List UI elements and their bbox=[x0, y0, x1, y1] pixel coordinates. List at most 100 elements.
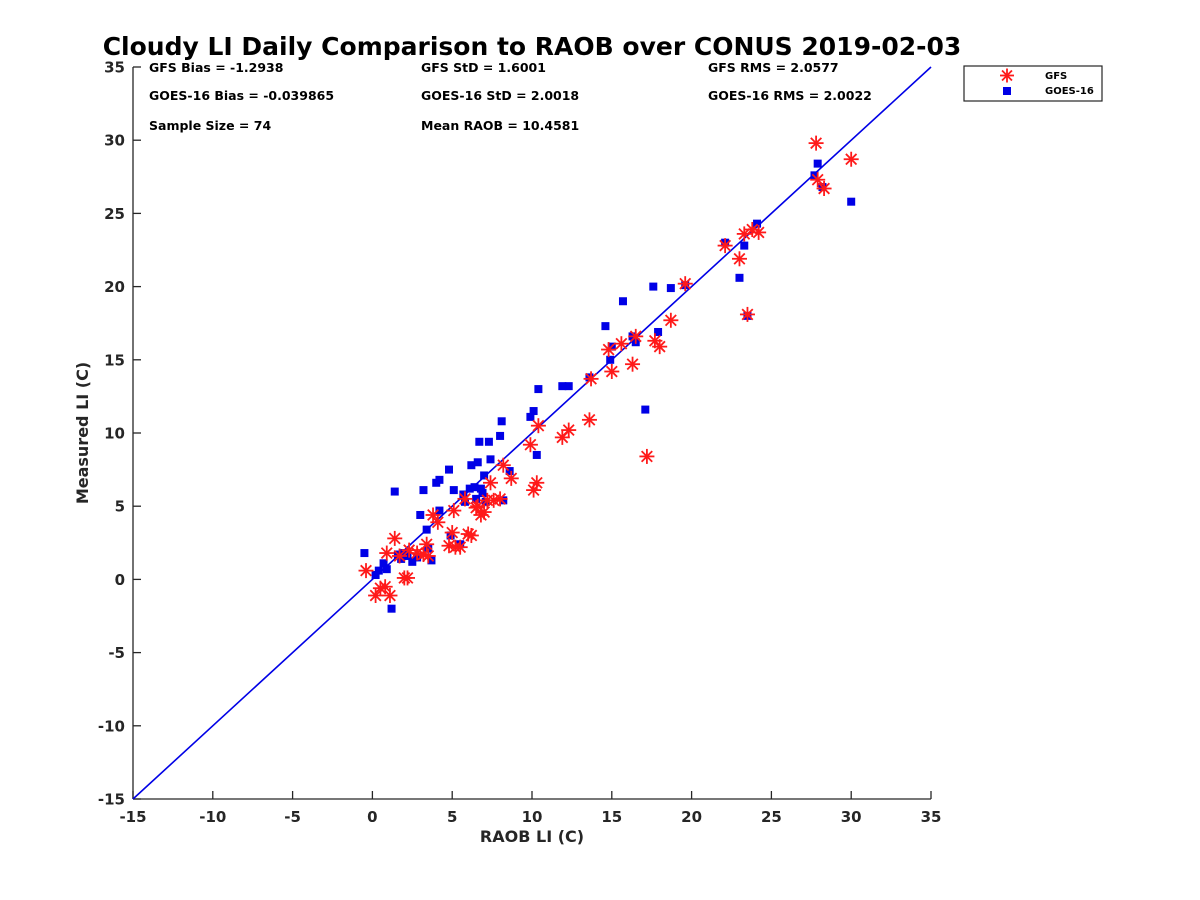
asterisk-stroke bbox=[360, 564, 372, 577]
gfs-point bbox=[392, 548, 408, 564]
goes16-point bbox=[371, 571, 380, 580]
goes16-point bbox=[526, 412, 535, 421]
stat-goes-std: GOES-16 StD = 2.0018 bbox=[421, 88, 579, 103]
gfs-point bbox=[358, 563, 374, 579]
y-tick-label: 30 bbox=[104, 132, 125, 150]
stats-block: GFS Bias = -1.2938 GFS StD = 1.6001 GFS … bbox=[149, 60, 872, 133]
gfs-point bbox=[463, 527, 479, 543]
gfs-point bbox=[368, 588, 384, 604]
asterisk-stroke bbox=[431, 516, 444, 529]
x-axis-label: RAOB LI (C) bbox=[480, 827, 584, 846]
series-goes16 bbox=[360, 159, 856, 613]
goes16-point bbox=[379, 559, 388, 568]
goes16-point bbox=[449, 486, 458, 495]
x-tick-label: 20 bbox=[681, 808, 702, 826]
asterisk-stroke bbox=[388, 532, 401, 545]
legend-goes16-symbol bbox=[1003, 87, 1011, 95]
legend-box bbox=[963, 65, 1103, 102]
goes16-point bbox=[534, 385, 543, 394]
legend-goes16-label: GOES-16 bbox=[1045, 86, 1094, 97]
gfs-point bbox=[430, 514, 446, 530]
asterisk-stroke bbox=[629, 330, 642, 343]
gfs-point bbox=[628, 328, 644, 344]
gfs-point bbox=[810, 172, 826, 188]
goes16-point bbox=[532, 450, 541, 459]
asterisk-stroke bbox=[369, 589, 382, 602]
stat-gfs-bias: GFS Bias = -1.2938 bbox=[149, 60, 283, 75]
goes16-point bbox=[435, 475, 444, 484]
gfs-point bbox=[530, 418, 546, 434]
goes16-point bbox=[529, 407, 538, 416]
goes16-point bbox=[641, 405, 650, 414]
gfs-point bbox=[420, 548, 436, 564]
goes16-point bbox=[649, 282, 658, 291]
stat-goes-rms: GOES-16 RMS = 2.0022 bbox=[708, 88, 872, 103]
goes16-point bbox=[478, 489, 487, 498]
gfs-point bbox=[400, 570, 416, 586]
stat-mean-raob: Mean RAOB = 10.4581 bbox=[421, 118, 579, 133]
asterisk-stroke bbox=[602, 343, 615, 356]
stat-goes-bias: GOES-16 Bias = -0.039865 bbox=[149, 88, 334, 103]
y-tick-label: 5 bbox=[115, 498, 125, 516]
gfs-point bbox=[843, 151, 859, 167]
gfs-point bbox=[476, 504, 492, 520]
asterisk-stroke bbox=[605, 365, 618, 378]
legend-gfs-symbol bbox=[1000, 68, 1014, 83]
stat-sample-size: Sample Size = 74 bbox=[149, 118, 271, 133]
asterisk-stroke bbox=[380, 547, 393, 559]
goes16-point bbox=[397, 554, 406, 563]
series-gfs bbox=[358, 135, 859, 604]
goes16-point bbox=[472, 494, 481, 503]
asterisk-stroke bbox=[752, 226, 765, 239]
stat-gfs-rms: GFS RMS = 2.0577 bbox=[708, 60, 839, 75]
asterisk-stroke bbox=[679, 277, 692, 290]
goes16-point bbox=[654, 327, 663, 336]
goes16-point bbox=[408, 557, 417, 566]
y-tick-label: 35 bbox=[104, 59, 125, 77]
legend: GFS GOES-16 bbox=[963, 65, 1103, 102]
asterisk-stroke bbox=[446, 526, 459, 539]
goes16-point bbox=[753, 219, 762, 228]
asterisk-stroke bbox=[719, 239, 732, 252]
gfs-point bbox=[639, 448, 655, 464]
goes16-point bbox=[486, 455, 495, 464]
goes16-point bbox=[480, 471, 489, 480]
y-tick-label: -15 bbox=[98, 791, 125, 809]
x-tick-label: 15 bbox=[601, 808, 622, 826]
asterisk-stroke bbox=[524, 438, 537, 451]
chart-title: Cloudy LI Daily Comparison to RAOB over … bbox=[103, 32, 962, 61]
asterisk-stroke bbox=[562, 424, 575, 437]
asterisk-stroke bbox=[427, 509, 439, 521]
goes16-point bbox=[465, 484, 474, 493]
y-tick-label: 0 bbox=[115, 571, 125, 589]
asterisk-stroke bbox=[384, 589, 396, 602]
asterisk-stroke bbox=[532, 419, 545, 432]
gfs-point bbox=[379, 545, 395, 561]
legend-goes16-marker bbox=[1003, 87, 1011, 95]
goes16-point bbox=[496, 431, 505, 440]
asterisk-stroke bbox=[459, 492, 471, 505]
goes16-point bbox=[847, 197, 856, 206]
goes16-point bbox=[416, 510, 425, 519]
goes16-point bbox=[606, 355, 615, 364]
y-tick-label: -10 bbox=[98, 717, 125, 735]
y-tick-label: 10 bbox=[104, 425, 125, 443]
asterisk-stroke bbox=[471, 500, 484, 513]
goes16-point bbox=[618, 297, 627, 306]
asterisk-stroke bbox=[478, 506, 491, 518]
gfs-point bbox=[613, 336, 629, 352]
goes16-point bbox=[813, 159, 822, 168]
asterisk-stroke bbox=[1001, 69, 1013, 82]
asterisk-stroke bbox=[393, 550, 406, 562]
goes16-point bbox=[484, 437, 493, 446]
goes16-point bbox=[403, 551, 412, 560]
gfs-point bbox=[425, 507, 441, 523]
asterisk-stroke bbox=[664, 314, 677, 327]
asterisk-stroke bbox=[465, 529, 478, 542]
goes16-point bbox=[459, 490, 468, 499]
goes16-point bbox=[445, 465, 454, 474]
goes16-point bbox=[476, 484, 485, 493]
gfs-point bbox=[604, 364, 620, 380]
x-tick-label: -5 bbox=[284, 808, 301, 826]
goes16-point bbox=[564, 382, 573, 391]
